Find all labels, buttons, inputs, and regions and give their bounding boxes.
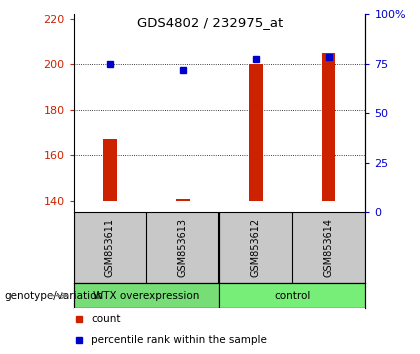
Text: GSM853613: GSM853613 (178, 218, 188, 277)
Text: percentile rank within the sample: percentile rank within the sample (91, 335, 267, 345)
Text: GSM853612: GSM853612 (251, 218, 261, 277)
Bar (74, 283, 220, 308)
Bar (249, 64, 262, 201)
Bar (220, 283, 365, 308)
Text: WTX overexpression: WTX overexpression (93, 291, 200, 301)
Bar (103, 139, 117, 201)
Bar (176, 199, 189, 201)
Text: control: control (274, 291, 311, 301)
Text: GSM853611: GSM853611 (105, 218, 115, 277)
Text: GDS4802 / 232975_at: GDS4802 / 232975_at (137, 16, 283, 29)
Text: count: count (91, 314, 121, 324)
Bar (322, 53, 336, 201)
Text: GSM853614: GSM853614 (324, 218, 334, 277)
Text: genotype/variation: genotype/variation (4, 291, 103, 301)
